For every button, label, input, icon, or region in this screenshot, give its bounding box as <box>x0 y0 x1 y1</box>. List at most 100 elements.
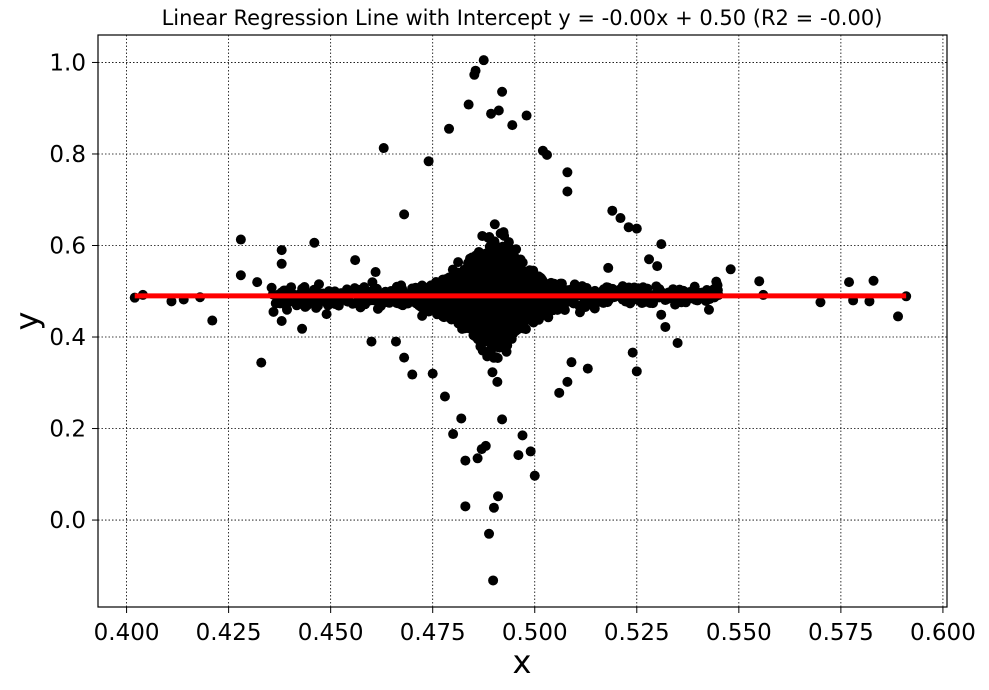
scatter-point <box>631 366 642 377</box>
x-tick-label: 0.475 <box>400 620 466 646</box>
scatter-points <box>129 55 912 586</box>
scatter-point <box>864 296 875 307</box>
scatter-point <box>507 120 518 131</box>
scatter-point <box>477 263 488 274</box>
scatter-point <box>434 280 445 291</box>
scatter-point <box>615 213 626 224</box>
scatter-point <box>489 219 500 230</box>
scatter-point <box>497 414 508 425</box>
scatter-point <box>528 265 539 276</box>
scatter-point <box>252 277 263 288</box>
scatter-point <box>656 239 667 250</box>
scatter-point <box>520 324 531 335</box>
scatter-point <box>652 261 663 272</box>
scatter-point <box>268 306 279 317</box>
scatter-point <box>256 357 267 368</box>
scatter-point <box>469 283 480 294</box>
scatter-point <box>465 259 476 270</box>
scatter-point <box>436 296 447 307</box>
scatter-point <box>617 281 628 292</box>
scatter-point <box>498 325 509 336</box>
scatter-point <box>844 277 855 288</box>
scatter-point <box>347 298 358 309</box>
scatter-point <box>525 446 536 457</box>
chart-title: Linear Regression Line with Intercept y … <box>162 6 883 30</box>
scatter-point <box>566 357 577 368</box>
scatter-point <box>672 337 683 348</box>
y-tick-label: 0.8 <box>49 142 86 168</box>
scatter-point <box>366 336 377 347</box>
scatter-point <box>372 303 383 314</box>
scatter-point <box>270 298 281 309</box>
scatter-point <box>478 337 489 348</box>
scatter-point <box>463 99 474 110</box>
scatter-point <box>418 303 429 314</box>
scatter-point <box>453 257 464 268</box>
scatter-point <box>478 55 489 66</box>
scatter-point <box>276 316 287 326</box>
scatter-point <box>528 299 539 310</box>
scatter-point <box>166 296 177 307</box>
y-axis-ticks: 0.0 0.2 0.4 0.6 0.8 1.0 <box>49 50 98 534</box>
scatter-point <box>235 270 246 281</box>
scatter-point <box>407 369 418 380</box>
scatter-point <box>868 275 879 286</box>
y-tick-label: 0.4 <box>49 325 86 351</box>
scatter-point <box>447 285 458 296</box>
scatter-point <box>487 367 498 378</box>
scatter-point <box>350 255 361 266</box>
scatter-point <box>355 302 366 313</box>
x-tick-label: 0.550 <box>706 620 772 646</box>
scatter-point <box>572 282 583 293</box>
scatter-point <box>754 276 765 287</box>
scatter-point <box>504 257 515 268</box>
scatter-point <box>488 352 499 363</box>
scatter-point <box>603 262 614 273</box>
scatter-point <box>495 271 506 282</box>
scatter-point <box>467 308 478 319</box>
scatter-point <box>484 232 495 243</box>
scatter-point <box>607 283 618 294</box>
scatter-point <box>623 222 634 233</box>
x-tick-label: 0.575 <box>808 620 874 646</box>
y-tick-label: 0.0 <box>49 508 86 534</box>
scatter-point <box>493 491 504 502</box>
scatter-point <box>390 336 401 347</box>
scatter-point <box>399 352 410 363</box>
scatter-point <box>631 223 642 234</box>
scatter-point <box>485 264 496 275</box>
scatter-point <box>703 304 714 315</box>
scatter-point <box>507 328 518 339</box>
scatter-point <box>480 440 491 451</box>
scatter-point <box>554 387 565 398</box>
scatter-point <box>503 270 514 281</box>
x-tick-label: 0.500 <box>502 620 568 646</box>
scatter-point <box>562 376 573 387</box>
y-tick-label: 0.6 <box>49 233 86 259</box>
scatter-point <box>582 363 593 374</box>
x-axis-label: x <box>513 643 532 681</box>
scatter-point <box>689 281 700 292</box>
scatter-point <box>472 327 483 338</box>
x-tick-label: 0.425 <box>196 620 262 646</box>
scatter-point <box>276 258 287 269</box>
scatter-point <box>495 228 506 239</box>
scatter-point <box>448 429 459 440</box>
scatter-point <box>457 323 468 334</box>
x-tick-label: 0.525 <box>604 620 670 646</box>
scatter-point <box>281 285 292 296</box>
scatter-point <box>725 264 736 275</box>
scatter-point <box>370 267 381 278</box>
scatter-point <box>423 156 434 167</box>
scatter-point <box>676 297 687 308</box>
scatter-point <box>505 243 516 254</box>
scatter-point <box>492 376 503 387</box>
scatter-point <box>513 450 524 461</box>
scatter-point <box>510 277 521 288</box>
scatter-point <box>302 297 313 308</box>
x-tick-label: 0.600 <box>910 620 976 646</box>
scatter-point <box>399 209 410 220</box>
scatter-point <box>446 307 457 318</box>
scatter-point <box>491 243 502 254</box>
